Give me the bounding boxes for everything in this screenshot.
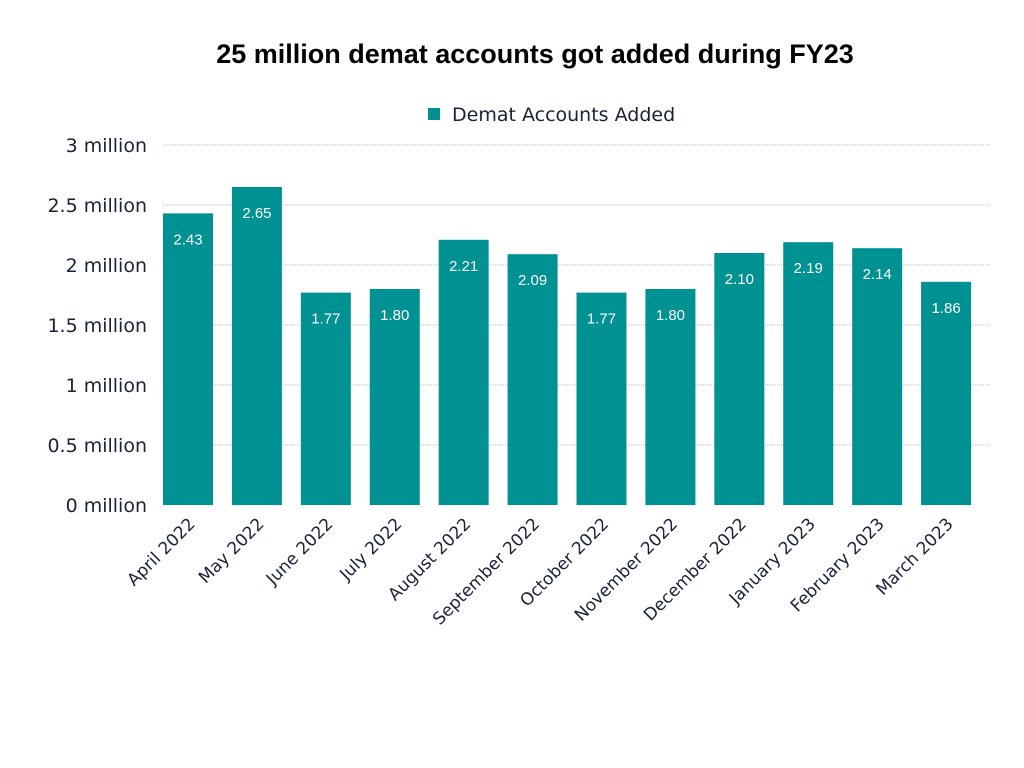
x-tick-label: April 2022 (123, 514, 199, 590)
data-label: 2.65 (242, 205, 271, 222)
bar (714, 253, 765, 505)
data-label: 2.14 (863, 266, 892, 283)
y-tick-label: 1 million (66, 375, 147, 397)
data-label: 1.80 (380, 307, 409, 324)
y-tick-label: 1.5 million (47, 315, 147, 337)
x-tick-label: June 2022 (262, 514, 337, 589)
data-label: 1.77 (587, 311, 616, 328)
data-label: 2.21 (449, 258, 478, 275)
bar (783, 242, 834, 505)
legend-swatch (428, 108, 440, 120)
chart-title: 25 million demat accounts got added duri… (216, 39, 854, 69)
y-tick-label: 2 million (66, 255, 147, 277)
y-tick-label: 3 million (66, 135, 147, 157)
bar (852, 248, 903, 505)
bar (645, 289, 696, 505)
y-tick-label: 0.5 million (47, 435, 147, 457)
y-axis-ticks: 0 million 0.5 million 1 million 1.5 million… (47, 135, 147, 517)
bar (507, 254, 558, 505)
data-labels: 2.43 2.65 1.77 1.80 2.21 2.09 1.77 1.80 2.10 2.19… (173, 205, 960, 328)
bar (438, 239, 489, 506)
x-tick-label: May 2022 (195, 514, 268, 587)
data-label: 1.86 (931, 300, 960, 317)
x-tick-label: July 2022 (335, 514, 406, 585)
data-label: 2.19 (794, 260, 823, 277)
data-label: 2.43 (173, 231, 202, 248)
bar (576, 292, 627, 505)
legend-label: Demat Accounts Added (452, 104, 675, 126)
bar (369, 289, 420, 505)
y-tick-label: 0 million (66, 495, 147, 517)
bar (163, 213, 213, 505)
bar (921, 281, 972, 505)
data-label: 2.09 (518, 272, 547, 289)
bar (231, 187, 282, 505)
data-label: 1.77 (311, 311, 340, 328)
y-tick-label: 2.5 million (47, 195, 147, 217)
data-label: 1.80 (656, 307, 685, 324)
bar (300, 292, 351, 505)
bars (163, 187, 972, 506)
legend: Demat Accounts Added (428, 104, 675, 126)
data-label: 2.10 (725, 271, 754, 288)
